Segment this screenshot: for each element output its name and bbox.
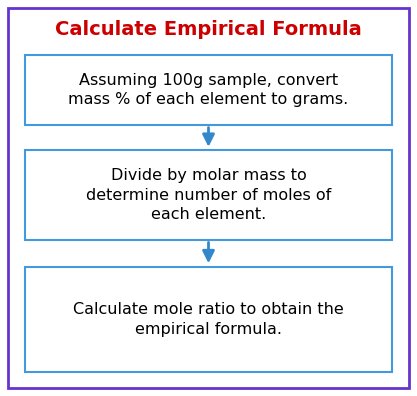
Text: Calculate Empirical Formula: Calculate Empirical Formula [55,20,362,39]
Text: Divide by molar mass to
determine number of moles of
each element.: Divide by molar mass to determine number… [86,168,331,222]
Text: Assuming 100g sample, convert
mass % of each element to grams.: Assuming 100g sample, convert mass % of … [68,73,349,107]
FancyBboxPatch shape [8,8,409,388]
FancyBboxPatch shape [25,267,392,372]
FancyBboxPatch shape [25,55,392,125]
FancyBboxPatch shape [25,150,392,240]
Text: Calculate mole ratio to obtain the
empirical formula.: Calculate mole ratio to obtain the empir… [73,303,344,337]
